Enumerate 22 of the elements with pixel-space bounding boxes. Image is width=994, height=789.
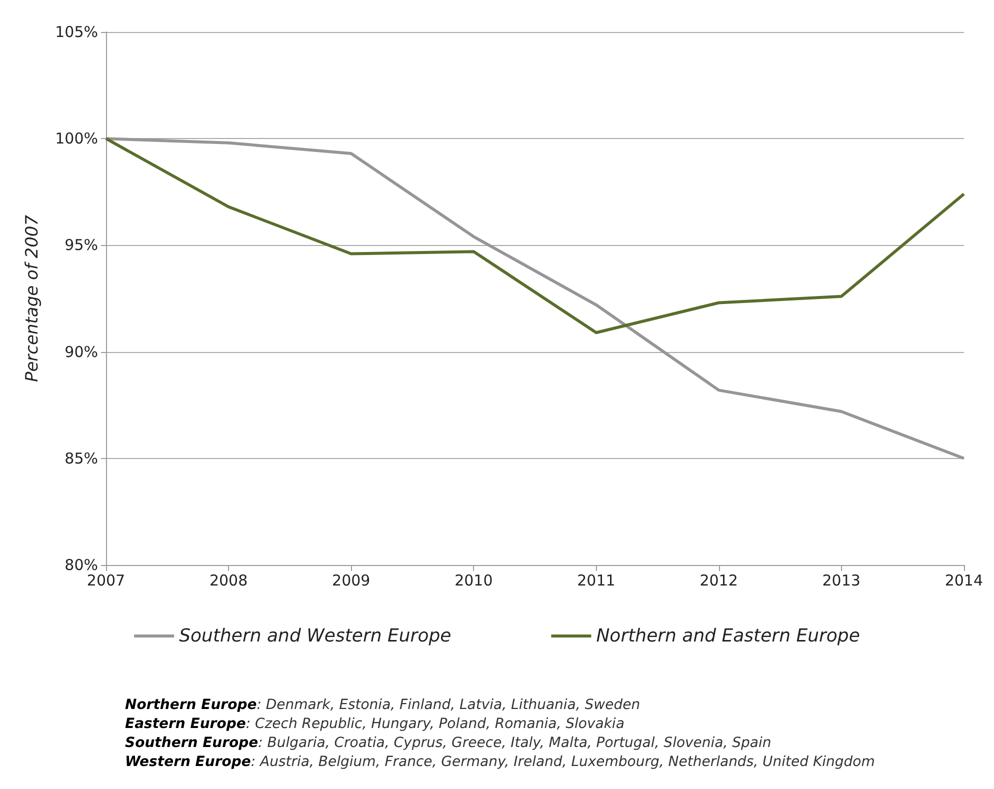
text: Southern Europe: Bulgaria, Croatia, Cyprus, Greece, Italy, Malta, Portugal, Slovenia, Spain <box>125 735 772 751</box>
y-tick-label: 90% <box>64 342 98 361</box>
text: Western Europe: Austria, Belgium, France, Germany, Ireland, Luxembourg, Netherlands, United Kingdom <box>125 754 875 770</box>
x-tick-label: 2014 <box>944 572 984 590</box>
legend-label: Northern and Eastern Europe <box>596 626 860 646</box>
legend-label: Southern and Western Europe <box>179 626 452 646</box>
y-tick-label: 80% <box>64 556 98 574</box>
y-axis-title: Percentage of 2007 <box>22 214 42 382</box>
y-tick-label: 100% <box>55 130 98 148</box>
y-tick-label: 95% <box>64 236 98 254</box>
y-tick-label: 85% <box>64 449 98 468</box>
x-tick-label: 2012 <box>700 572 738 590</box>
x-tick-label: 2010 <box>454 572 493 590</box>
line-series <box>104 137 966 334</box>
x-tick-label: 2009 <box>332 572 370 590</box>
x-tick-label: 2013 <box>822 572 860 590</box>
x-tick-label: 2008 <box>209 572 248 590</box>
x-tick-label: 2007 <box>86 572 126 590</box>
x-tick-label: 2011 <box>577 572 616 590</box>
text: Northern Europe: Denmark, Estonia, Finland, Latvia, Lithuania, Sweden <box>125 697 640 713</box>
text: Eastern Europe: Czech Republic, Hungary, Poland, Romania, Slovakia <box>125 716 624 732</box>
y-tick-label: 105% <box>55 23 98 41</box>
